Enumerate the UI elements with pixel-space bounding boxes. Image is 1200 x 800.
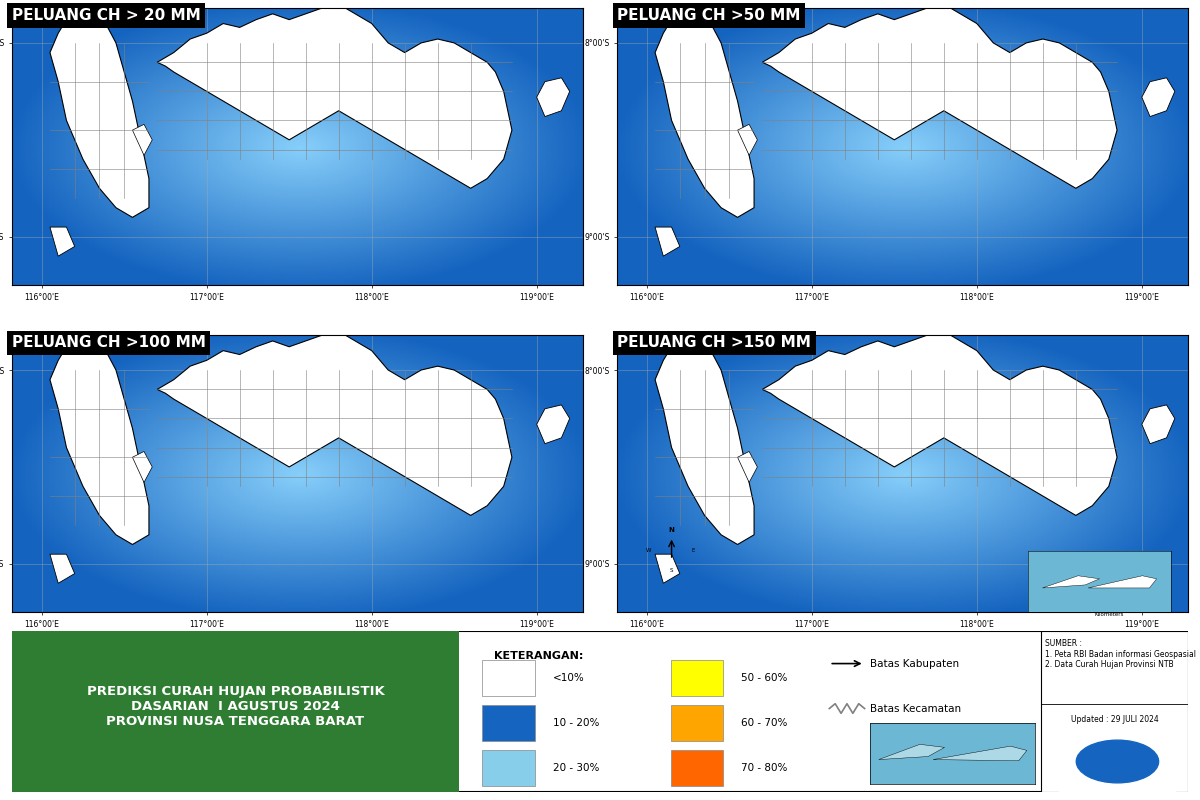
FancyBboxPatch shape	[12, 631, 1188, 792]
Polygon shape	[655, 341, 754, 545]
Text: N: N	[668, 527, 674, 533]
FancyBboxPatch shape	[1042, 631, 1188, 792]
Text: 20 - 30%: 20 - 30%	[553, 763, 599, 773]
Polygon shape	[132, 124, 152, 155]
Text: W: W	[647, 548, 652, 553]
Text: 10 - 20%: 10 - 20%	[553, 718, 599, 728]
Polygon shape	[655, 14, 754, 218]
FancyBboxPatch shape	[482, 660, 535, 696]
Polygon shape	[50, 554, 74, 583]
FancyBboxPatch shape	[482, 750, 535, 786]
Text: <10%: <10%	[553, 673, 584, 683]
Polygon shape	[536, 78, 570, 117]
Text: KETERANGAN:: KETERANGAN:	[494, 650, 583, 661]
Polygon shape	[655, 227, 680, 256]
Text: PELUANG CH >50 MM: PELUANG CH >50 MM	[617, 8, 800, 23]
Text: Updated : 29 JULI 2024: Updated : 29 JULI 2024	[1072, 715, 1159, 724]
Polygon shape	[1142, 405, 1175, 444]
Text: PELUANG CH > 20 MM: PELUANG CH > 20 MM	[12, 8, 200, 23]
Polygon shape	[655, 554, 680, 583]
Text: E: E	[691, 548, 695, 553]
Polygon shape	[132, 451, 152, 482]
Text: PREDIKSI CURAH HUJAN PROBABILISTIK
DASARIAN  I AGUSTUS 2024
PROVINSI NUSA TENGGA: PREDIKSI CURAH HUJAN PROBABILISTIK DASAR…	[86, 686, 384, 729]
Polygon shape	[157, 331, 512, 515]
Polygon shape	[738, 124, 757, 155]
Polygon shape	[762, 4, 1117, 188]
Text: 60 - 70%: 60 - 70%	[742, 718, 787, 728]
Text: PELUANG CH >150 MM: PELUANG CH >150 MM	[617, 335, 811, 350]
Polygon shape	[50, 341, 149, 545]
Polygon shape	[50, 14, 149, 218]
Polygon shape	[536, 405, 570, 444]
Text: PELUANG CH >100 MM: PELUANG CH >100 MM	[12, 335, 206, 350]
FancyBboxPatch shape	[671, 660, 724, 696]
Text: 50 - 60%: 50 - 60%	[742, 673, 787, 683]
FancyBboxPatch shape	[482, 706, 535, 741]
Polygon shape	[762, 331, 1117, 515]
Polygon shape	[50, 227, 74, 256]
FancyBboxPatch shape	[671, 706, 724, 741]
Polygon shape	[1142, 78, 1175, 117]
Text: Batas Kecamatan: Batas Kecamatan	[870, 703, 961, 714]
Text: Batas Kabupaten: Batas Kabupaten	[870, 658, 960, 669]
Text: 70 - 80%: 70 - 80%	[742, 763, 787, 773]
FancyBboxPatch shape	[12, 631, 458, 792]
Polygon shape	[157, 4, 512, 188]
Text: SUMBER :
1. Peta RBI Badan informasi Geospasial
2. Data Curah Hujan Provinsi NTB: SUMBER : 1. Peta RBI Badan informasi Geo…	[1044, 639, 1195, 670]
Text: S: S	[670, 568, 673, 573]
FancyBboxPatch shape	[671, 750, 724, 786]
Polygon shape	[738, 451, 757, 482]
Text: 0   20  40     80      120      160
Kilometers: 0 20 40 80 120 160 Kilometers	[1067, 606, 1151, 618]
